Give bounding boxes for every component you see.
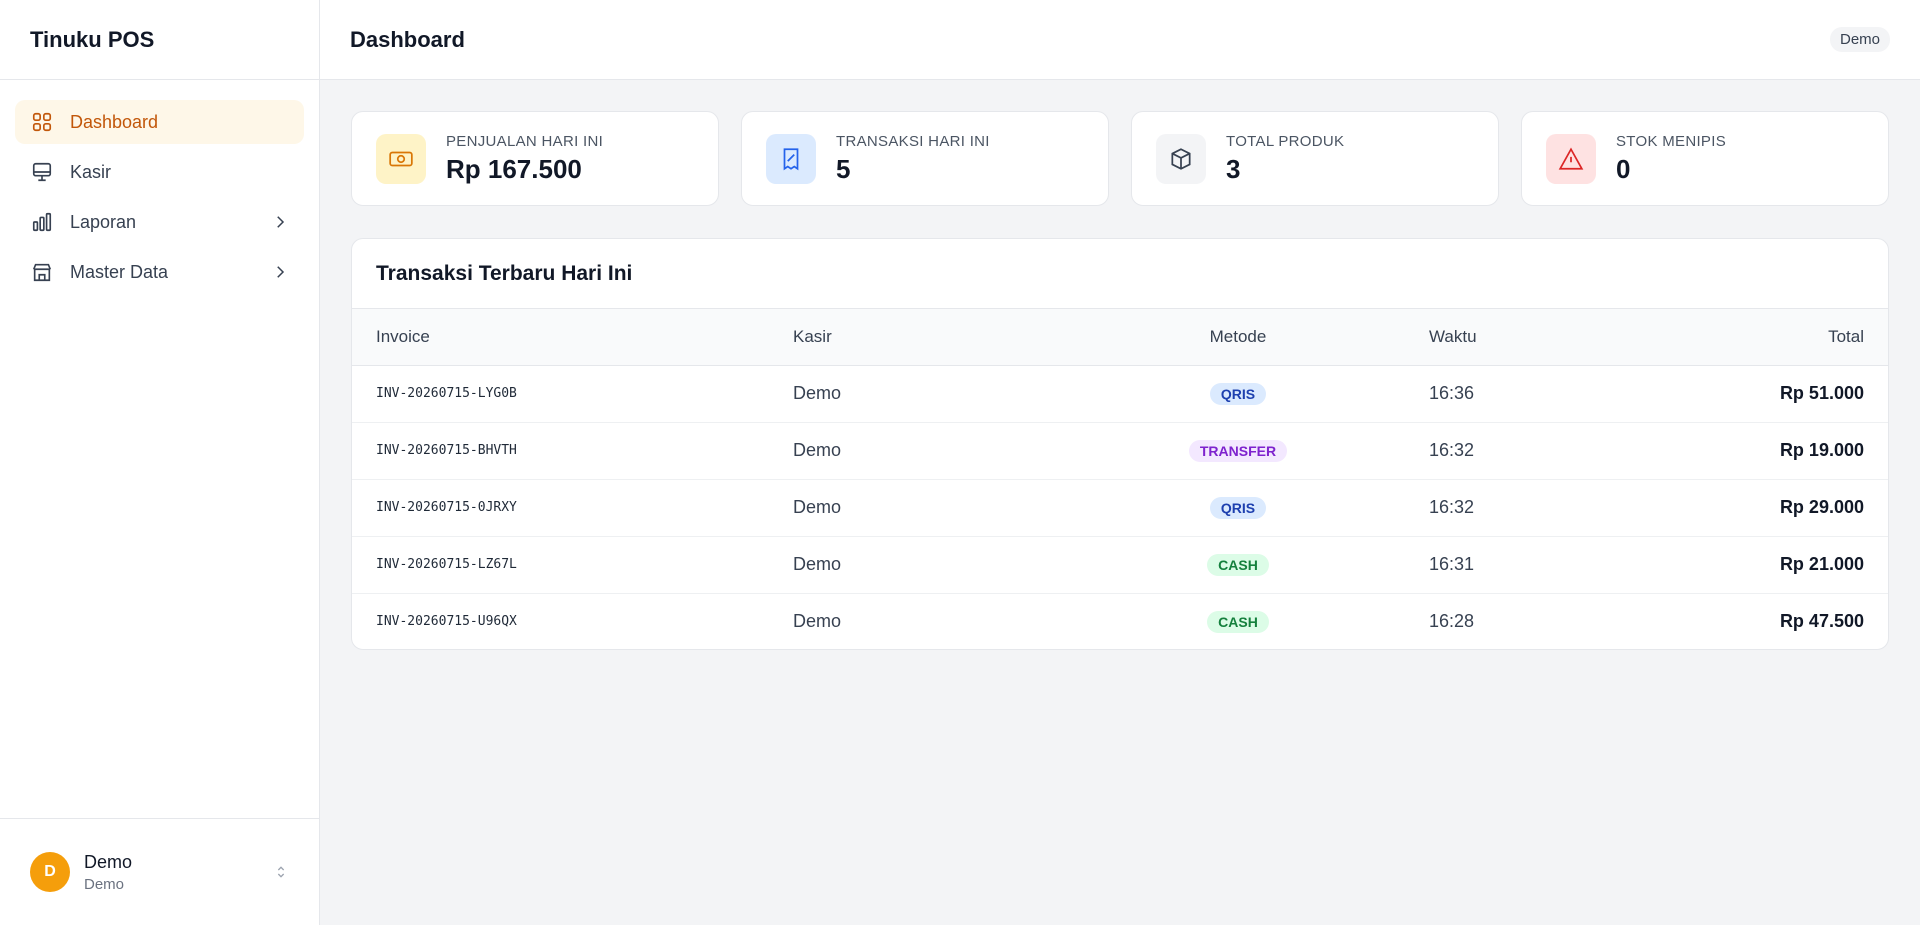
column-header-invoice: Invoice: [352, 309, 793, 366]
table-row[interactable]: INV-20260715-LYG0B Demo QRIS 16:36 Rp 51…: [352, 365, 1888, 423]
payment-method-badge: CASH: [1207, 553, 1269, 576]
invoice-cell: INV-20260715-BHVTH: [352, 422, 793, 480]
cash-icon: [376, 133, 426, 184]
kasir-cell: Demo: [793, 536, 1113, 594]
sidebar-item-kasir[interactable]: Kasir: [15, 150, 304, 194]
bar-chart-icon: [30, 210, 54, 234]
stat-value: Rp 167.500: [446, 153, 582, 184]
kasir-cell: Demo: [793, 479, 1113, 537]
chevron-right-icon: [277, 216, 285, 228]
transactions-table: Invoice Kasir Metode Waktu Total INV-202…: [352, 309, 1888, 649]
metode-cell: CASH: [1113, 536, 1363, 594]
payment-method-badge: QRIS: [1209, 496, 1267, 519]
kasir-cell: Demo: [793, 611, 842, 632]
sidebar-item-master-data[interactable]: Master Data: [15, 250, 304, 294]
table-row[interactable]: INV-20260715-0JRXY Demo QRIS 16:32 Rp 29…: [352, 479, 1888, 537]
waktu-cell: 16:36: [1363, 365, 1632, 423]
column-header-total: Total: [1631, 309, 1888, 366]
avatar: D: [30, 852, 70, 892]
stat-card-transactions: TRANSAKSI HARI INI 5: [741, 111, 1109, 206]
stat-card-sales: PENJUALAN HARI INI Rp 167.500: [351, 111, 719, 206]
invoice-cell: INV-20260715-LYG0B: [352, 365, 793, 423]
column-header-waktu: Waktu: [1363, 309, 1632, 366]
panel-title: Transaksi Terbaru Hari Ini: [352, 239, 1888, 309]
stat-card-products: TOTAL PRODUK 3: [1131, 111, 1499, 206]
app-logo[interactable]: Tinuku POS: [0, 0, 319, 80]
metode-cell: QRIS: [1113, 365, 1363, 423]
sidebar-item-label: Master Data: [70, 261, 169, 282]
payment-method-badge: TRANSFER: [1188, 439, 1288, 462]
sidebar-item-laporan[interactable]: Laporan: [15, 200, 304, 244]
total-cell: Rp 51.000: [1631, 365, 1888, 423]
stat-label: TRANSAKSI HARI INI: [836, 132, 990, 150]
metode-cell: TRANSFER: [1113, 422, 1363, 480]
store-icon: [30, 260, 54, 284]
stat-label: TOTAL PRODUK: [1226, 132, 1345, 150]
sidebar-item-dashboard[interactable]: Dashboard: [15, 100, 304, 144]
total-cell: Rp 19.000: [1631, 422, 1888, 480]
total-cell: Rp 47.500: [1779, 611, 1864, 632]
chevron-up-down-icon[interactable]: [273, 864, 289, 880]
column-header-kasir: Kasir: [793, 309, 1113, 366]
user-chip[interactable]: Demo: [1829, 27, 1890, 52]
warning-icon: [1546, 133, 1596, 184]
grid-icon: [30, 110, 54, 134]
chevron-right-icon: [277, 266, 285, 278]
sidebar-item-label: Dashboard: [70, 111, 159, 132]
top-header: Dashboard Demo: [320, 0, 1920, 80]
sidebar-item-label: Laporan: [70, 211, 137, 232]
stat-value: 5: [836, 153, 851, 184]
stat-value: 3: [1226, 153, 1241, 184]
table-row[interactable]: INV-20260715-U96QX Demo CASH 16:28 Rp 47…: [352, 593, 1888, 649]
metode-cell: QRIS: [1113, 479, 1363, 537]
table-row[interactable]: INV-20260715-LZ67L Demo CASH 16:31 Rp 21…: [352, 536, 1888, 594]
stat-value: 0: [1616, 153, 1631, 184]
total-cell: Rp 21.000: [1631, 536, 1888, 594]
waktu-cell: 16:32: [1363, 422, 1632, 480]
table-header-row: Invoice Kasir Metode Waktu Total: [352, 309, 1888, 366]
payment-method-badge: QRIS: [1209, 382, 1267, 405]
user-role: Demo: [84, 875, 125, 893]
user-menu[interactable]: D Demo Demo: [0, 818, 319, 925]
stat-label: PENJUALAN HARI INI: [446, 132, 604, 150]
waktu-cell: 16:32: [1363, 479, 1632, 537]
user-name: Demo: [84, 851, 133, 872]
invoice-cell: INV-20260715-0JRXY: [352, 479, 793, 537]
kasir-cell: Demo: [793, 365, 1113, 423]
box-icon: [1156, 133, 1206, 184]
stat-card-low-stock: STOK MENIPIS 0: [1521, 111, 1889, 206]
receipt-icon: [766, 133, 816, 184]
stats-row: PENJUALAN HARI INI Rp 167.500 TRANSAKSI …: [351, 111, 1889, 206]
sidebar-item-label: Kasir: [70, 161, 112, 182]
kasir-cell: Demo: [793, 422, 1113, 480]
table-row[interactable]: INV-20260715-BHVTH Demo TRANSFER 16:32 R…: [352, 422, 1888, 480]
waktu-cell: 16:31: [1363, 536, 1632, 594]
column-header-metode: Metode: [1113, 309, 1363, 366]
recent-transactions-panel: Transaksi Terbaru Hari Ini Invoice Kasir…: [351, 238, 1889, 650]
sidebar-nav: Dashboard Kasir Laporan: [0, 80, 319, 320]
invoice-cell: INV-20260715-U96QX: [376, 614, 517, 630]
stat-label: STOK MENIPIS: [1616, 132, 1727, 150]
total-cell: Rp 29.000: [1631, 479, 1888, 537]
metode-cell: CASH: [1113, 593, 1363, 649]
monitor-icon: [30, 160, 54, 184]
page-title: Dashboard: [350, 26, 465, 52]
waktu-cell: 16:28: [1429, 611, 1475, 632]
payment-method-badge: CASH: [1207, 610, 1269, 633]
sidebar: Tinuku POS Dashboard Kasir: [0, 0, 320, 925]
invoice-cell: INV-20260715-LZ67L: [352, 536, 793, 594]
